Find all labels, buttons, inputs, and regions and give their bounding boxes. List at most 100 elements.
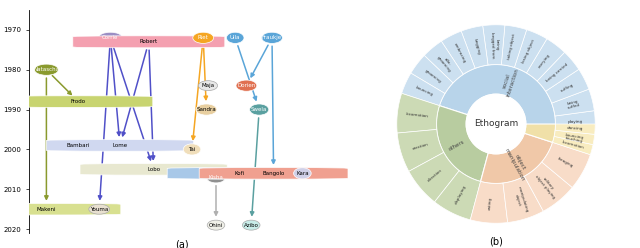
Ellipse shape	[35, 64, 58, 75]
Text: Youma: Youma	[90, 207, 108, 212]
Polygon shape	[481, 133, 552, 184]
Circle shape	[467, 94, 526, 154]
Text: manipulating
object: manipulating object	[512, 185, 528, 214]
Ellipse shape	[89, 204, 109, 214]
Polygon shape	[554, 130, 595, 145]
Text: embracing: embracing	[453, 42, 467, 64]
Text: carrying: carrying	[538, 53, 551, 69]
Text: Kisha: Kisha	[209, 175, 223, 180]
Text: foraging: foraging	[557, 156, 574, 168]
Ellipse shape	[236, 80, 257, 91]
Text: Bangolo: Bangolo	[262, 171, 285, 176]
Text: Natascha: Natascha	[33, 67, 60, 72]
Ellipse shape	[196, 104, 217, 115]
Text: touching: touching	[564, 136, 583, 144]
Text: Lome: Lome	[113, 143, 127, 148]
Polygon shape	[542, 142, 590, 187]
Ellipse shape	[206, 172, 226, 183]
FancyBboxPatch shape	[4, 96, 153, 107]
Ellipse shape	[243, 220, 260, 230]
Polygon shape	[537, 52, 579, 91]
FancyBboxPatch shape	[46, 140, 194, 151]
Polygon shape	[397, 93, 440, 133]
Text: solitary
object playing: solitary object playing	[534, 171, 559, 199]
Text: object
manipulation: object manipulation	[504, 145, 531, 182]
Text: Fraukje: Fraukje	[262, 35, 282, 40]
Ellipse shape	[198, 81, 218, 91]
Text: others: others	[448, 139, 466, 152]
Ellipse shape	[67, 140, 90, 151]
Polygon shape	[524, 162, 572, 211]
Ellipse shape	[227, 32, 244, 43]
Polygon shape	[527, 39, 564, 81]
Polygon shape	[552, 89, 595, 116]
Polygon shape	[436, 106, 488, 182]
Polygon shape	[424, 41, 463, 83]
Text: erection: erection	[412, 143, 429, 151]
Text: bouncing: bouncing	[564, 133, 584, 140]
Text: Kofi: Kofi	[235, 171, 245, 176]
Polygon shape	[409, 153, 459, 202]
Text: locomotion: locomotion	[561, 140, 584, 150]
Polygon shape	[442, 31, 475, 74]
Text: direction: direction	[427, 168, 444, 183]
Text: Swela: Swela	[251, 107, 268, 112]
Polygon shape	[552, 129, 595, 155]
Text: Ohini: Ohini	[209, 223, 223, 228]
FancyBboxPatch shape	[73, 36, 225, 48]
Polygon shape	[411, 56, 453, 93]
FancyBboxPatch shape	[167, 168, 313, 179]
Text: Bambari: Bambari	[67, 143, 90, 148]
Polygon shape	[483, 25, 505, 65]
Text: Makeni: Makeni	[36, 207, 56, 212]
Polygon shape	[440, 64, 556, 142]
Text: begging: begging	[472, 38, 481, 56]
Text: allo-
grooming: allo- grooming	[435, 53, 455, 73]
Polygon shape	[503, 176, 543, 222]
Text: losing object: losing object	[522, 39, 536, 64]
Text: Ethogram: Ethogram	[474, 120, 518, 128]
Polygon shape	[501, 25, 527, 67]
Text: Riet: Riet	[198, 35, 209, 40]
Text: Kara: Kara	[296, 171, 308, 176]
Polygon shape	[546, 69, 589, 103]
Text: eating: eating	[488, 196, 493, 210]
Ellipse shape	[294, 168, 311, 179]
Text: (b): (b)	[489, 236, 503, 246]
Text: grooming: grooming	[424, 68, 442, 84]
Text: being
cuffed: being cuffed	[566, 99, 580, 110]
Ellipse shape	[99, 32, 122, 43]
Polygon shape	[555, 111, 595, 133]
Text: Ulla: Ulla	[230, 35, 241, 40]
Polygon shape	[397, 129, 444, 171]
FancyBboxPatch shape	[0, 203, 121, 215]
Polygon shape	[470, 182, 508, 223]
Text: Sandra: Sandra	[196, 107, 216, 112]
Polygon shape	[552, 136, 593, 155]
Text: being
begged from: being begged from	[490, 31, 499, 58]
Text: Azibo: Azibo	[244, 223, 259, 228]
Polygon shape	[435, 171, 481, 220]
Ellipse shape	[207, 220, 225, 230]
Ellipse shape	[250, 104, 269, 115]
Text: Frodo: Frodo	[71, 99, 86, 104]
Text: being carried: being carried	[545, 63, 568, 83]
Polygon shape	[461, 26, 488, 68]
Text: cuffing: cuffing	[559, 83, 574, 93]
Text: Corrie: Corrie	[102, 35, 118, 40]
Text: bouncing: bouncing	[414, 85, 433, 97]
FancyBboxPatch shape	[199, 168, 348, 179]
Polygon shape	[402, 73, 445, 106]
Text: Maja: Maja	[202, 83, 214, 88]
Polygon shape	[524, 124, 556, 142]
Text: displaying: displaying	[454, 185, 467, 205]
Text: playing: playing	[568, 120, 583, 124]
Text: locomotion: locomotion	[406, 112, 429, 119]
Ellipse shape	[262, 32, 282, 43]
Text: Robert: Robert	[140, 39, 158, 44]
Ellipse shape	[193, 32, 214, 43]
Text: dancing: dancing	[567, 126, 584, 131]
Polygon shape	[555, 124, 595, 134]
Text: taking object: taking object	[508, 33, 516, 60]
Text: Lobo: Lobo	[147, 167, 160, 172]
